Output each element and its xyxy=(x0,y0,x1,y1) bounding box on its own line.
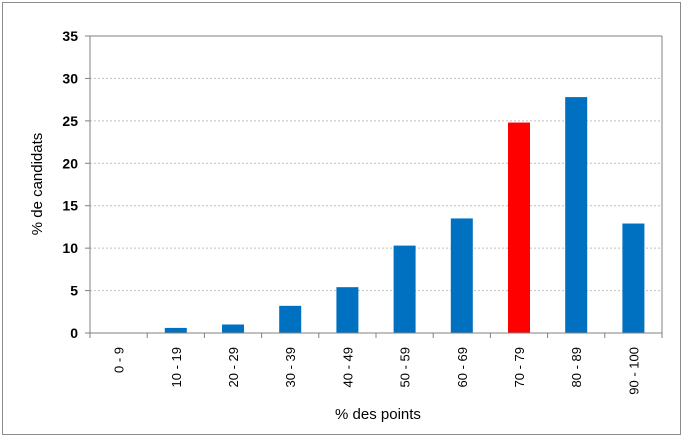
bar-10-19 xyxy=(164,327,187,333)
bar-80-89 xyxy=(565,97,588,334)
bar-70-79 xyxy=(508,122,530,333)
x-category-label: 0 - 9 xyxy=(112,347,127,373)
bar-90-100 xyxy=(622,223,645,333)
bars xyxy=(164,97,645,334)
x-category-label: 70 - 79 xyxy=(512,347,527,387)
x-category-labels: 0 - 9 10 - 19 20 - 29 30 - 39 40 - 49 50 - 59… xyxy=(112,347,642,395)
y-tick-label: 0 xyxy=(70,325,78,341)
y-tick-label: 15 xyxy=(62,198,78,214)
x-category-label: 90 - 100 xyxy=(626,347,641,395)
x-category-label: 20 - 29 xyxy=(226,347,241,387)
y-tick-labels: 0 5 10 15 20 25 30 35 xyxy=(62,28,78,341)
x-category-label: 80 - 89 xyxy=(569,347,584,387)
bar-20-29 xyxy=(222,324,244,333)
y-tick-label: 10 xyxy=(62,240,78,256)
bar-60-69 xyxy=(450,218,473,333)
y-tick-label: 30 xyxy=(62,70,78,86)
x-axis-title: % des points xyxy=(335,406,421,423)
x-category-label: 60 - 69 xyxy=(455,347,470,387)
bar-50-59 xyxy=(393,245,416,333)
axes xyxy=(85,35,663,338)
x-category-label: 50 - 59 xyxy=(398,347,413,387)
x-category-label: 40 - 49 xyxy=(340,347,355,387)
y-axis-title: % de candidats xyxy=(29,133,46,236)
y-tick-label: 5 xyxy=(70,283,78,299)
y-tick-label: 25 xyxy=(62,113,78,129)
y-tick-label: 35 xyxy=(62,28,78,44)
y-tick-label: 20 xyxy=(62,155,78,171)
x-category-label: 30 - 39 xyxy=(283,347,298,387)
x-category-label: 10 - 19 xyxy=(169,347,184,387)
bar-30-39 xyxy=(279,305,302,333)
bar-40-49 xyxy=(336,287,359,333)
